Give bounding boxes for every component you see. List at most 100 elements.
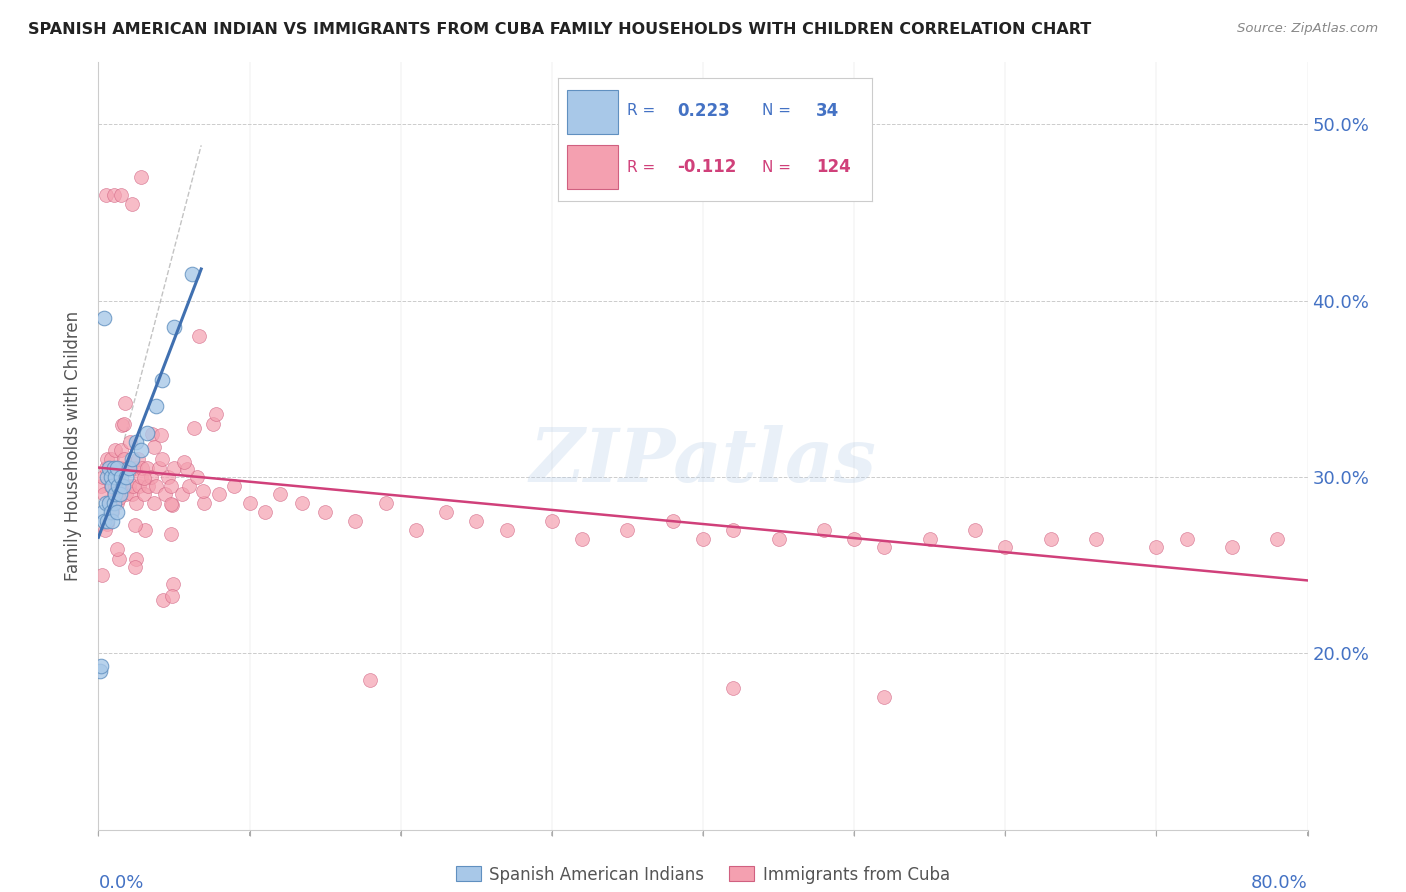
Point (118, 461, 141, 475)
Point (114, 487, 136, 501)
Point (145, 478, 167, 492)
Point (723, 523, 745, 537)
Point (253, 505, 276, 519)
Point (127, 452, 149, 467)
Point (114, 395, 136, 409)
Text: Source: ZipAtlas.com: Source: ZipAtlas.com (1237, 22, 1378, 36)
Point (179, 478, 201, 492)
Point (91, 568, 114, 582)
Point (844, 532, 866, 546)
Point (91, 470, 114, 484)
Point (89, 664, 111, 678)
Point (104, 478, 127, 492)
Text: ZIPatlas: ZIPatlas (530, 425, 876, 498)
Point (768, 532, 790, 546)
Point (98, 496, 121, 510)
Point (90, 478, 112, 492)
Point (91, 505, 114, 519)
Point (132, 487, 155, 501)
Point (111, 478, 134, 492)
Point (994, 541, 1017, 555)
Point (98, 461, 121, 475)
Point (105, 461, 128, 475)
Point (125, 551, 148, 566)
Point (160, 498, 183, 512)
Point (107, 470, 129, 484)
Point (115, 461, 138, 475)
Point (148, 461, 170, 475)
Point (96, 516, 118, 531)
Point (107, 478, 129, 492)
Point (120, 434, 142, 449)
Point (96, 470, 118, 484)
Point (103, 461, 125, 475)
Point (162, 589, 184, 603)
Point (111, 417, 134, 432)
Point (98, 461, 121, 475)
Point (143, 496, 166, 510)
Point (1220, 541, 1243, 555)
Point (94, 461, 117, 475)
Point (193, 483, 215, 498)
Point (193, 496, 215, 510)
Point (103, 496, 125, 510)
Legend: Spanish American Indians, Immigrants from Cuba: Spanish American Indians, Immigrants fro… (450, 859, 956, 890)
Point (173, 455, 195, 469)
Point (208, 487, 231, 501)
Point (131, 461, 153, 475)
Point (94, 496, 117, 510)
Point (121, 196, 143, 211)
Point (571, 532, 593, 546)
Point (269, 487, 291, 501)
Point (813, 523, 835, 537)
Point (150, 373, 173, 387)
Point (100, 505, 122, 519)
Point (100, 452, 122, 467)
Point (121, 487, 143, 501)
Point (128, 478, 150, 492)
Point (181, 267, 204, 281)
Point (143, 440, 166, 454)
Point (135, 461, 157, 475)
Point (183, 420, 205, 434)
Text: 80.0%: 80.0% (1251, 873, 1308, 892)
Text: SPANISH AMERICAN INDIAN VS IMMIGRANTS FROM CUBA FAMILY HOUSEHOLDS WITH CHILDREN : SPANISH AMERICAN INDIAN VS IMMIGRANTS FR… (28, 22, 1091, 37)
Point (124, 560, 146, 574)
Point (965, 523, 987, 537)
Point (107, 491, 129, 505)
Point (360, 673, 382, 687)
Point (495, 523, 517, 537)
Point (1175, 532, 1198, 546)
Point (141, 470, 163, 484)
Point (100, 478, 122, 492)
Point (176, 462, 198, 476)
Point (374, 496, 396, 510)
Point (101, 478, 124, 492)
Point (405, 523, 427, 537)
Point (110, 187, 132, 202)
Point (163, 461, 186, 475)
Point (105, 541, 128, 556)
Point (239, 496, 262, 510)
Point (103, 461, 125, 475)
Point (112, 417, 135, 431)
Point (1267, 532, 1289, 546)
Point (118, 478, 141, 492)
Point (188, 328, 211, 343)
Point (101, 505, 124, 519)
Point (1085, 532, 1108, 546)
Point (150, 452, 173, 467)
Point (204, 407, 226, 421)
Point (129, 443, 152, 458)
Point (96, 452, 118, 467)
Point (918, 532, 941, 546)
Point (141, 426, 163, 441)
Point (224, 478, 246, 492)
Point (121, 452, 143, 467)
Point (107, 551, 129, 566)
Point (105, 496, 128, 510)
Point (162, 577, 184, 591)
Point (111, 478, 134, 492)
Point (160, 527, 183, 541)
Point (103, 187, 125, 202)
